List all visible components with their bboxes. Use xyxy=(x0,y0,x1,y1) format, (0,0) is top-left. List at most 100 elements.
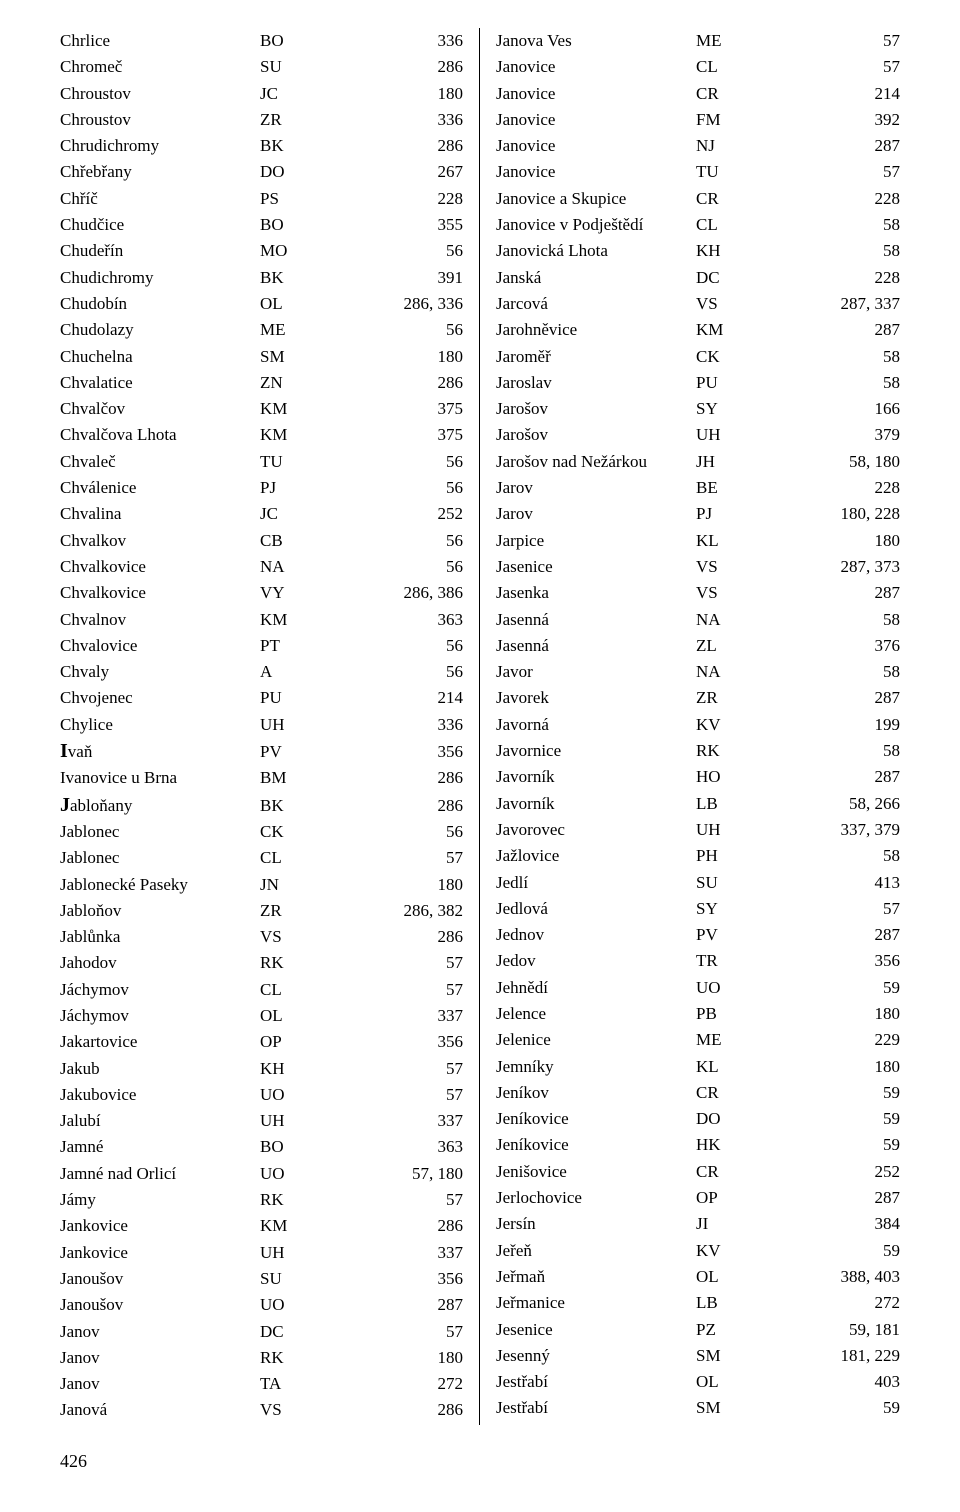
entry-name: Chvalkovice xyxy=(60,554,260,580)
entry-pages: 337 xyxy=(320,1108,463,1134)
entry-name: Jarošov xyxy=(496,422,696,448)
entry-pages: 287 xyxy=(756,580,900,606)
entry-name: Chrudichromy xyxy=(60,133,260,159)
entry-code: UO xyxy=(260,1292,320,1318)
index-entry: JanoviceCL57 xyxy=(496,54,900,80)
index-entry: JemníkyKL180 xyxy=(496,1054,900,1080)
entry-name: Jarošov nad Nežárkou xyxy=(496,449,696,475)
index-entry: ChudolazyME56 xyxy=(60,317,463,343)
entry-code: UH xyxy=(260,712,320,738)
entry-name: Javorník xyxy=(496,764,696,790)
entry-code: KM xyxy=(260,396,320,422)
entry-name: Jeřmanice xyxy=(496,1290,696,1316)
entry-name: Jahodov xyxy=(60,950,260,976)
entry-name: Janovice xyxy=(496,159,696,185)
index-entry: JarohněviceKM287 xyxy=(496,317,900,343)
entry-code: ZR xyxy=(696,685,756,711)
index-entry: ChřebřanyDO267 xyxy=(60,159,463,185)
entry-code: PJ xyxy=(696,501,756,527)
entry-pages: 59 xyxy=(756,1106,900,1132)
index-entry: ChromečSU286 xyxy=(60,54,463,80)
entry-code: CL xyxy=(696,54,756,80)
entry-code: JC xyxy=(260,501,320,527)
entry-pages: 287 xyxy=(756,1185,900,1211)
entry-code: ZR xyxy=(260,107,320,133)
entry-code: PT xyxy=(260,633,320,659)
entry-name: Jedov xyxy=(496,948,696,974)
entry-code: CR xyxy=(696,186,756,212)
entry-name: Javorník xyxy=(496,791,696,817)
entry-pages: 56 xyxy=(320,475,463,501)
entry-name: Jalubí xyxy=(60,1108,260,1134)
entry-pages: 336 xyxy=(320,28,463,54)
dropcap: J xyxy=(60,794,70,816)
index-entry: ChudeřínMO56 xyxy=(60,238,463,264)
entry-code: BO xyxy=(260,1134,320,1160)
entry-pages: 252 xyxy=(756,1159,900,1185)
entry-name: Jedlová xyxy=(496,896,696,922)
entry-name: Chvaleč xyxy=(60,449,260,475)
entry-name: Javornice xyxy=(496,738,696,764)
entry-name: Chvalčov xyxy=(60,396,260,422)
entry-pages: 56 xyxy=(320,238,463,264)
entry-name: Javorek xyxy=(496,685,696,711)
entry-code: PB xyxy=(696,1001,756,1027)
entry-pages: 336 xyxy=(320,107,463,133)
index-entry: ChudichromyBK391 xyxy=(60,265,463,291)
entry-code: HO xyxy=(696,764,756,790)
entry-pages: 272 xyxy=(756,1290,900,1316)
entry-code: SU xyxy=(696,870,756,896)
entry-pages: 267 xyxy=(320,159,463,185)
index-entry: JanoviceFM392 xyxy=(496,107,900,133)
entry-pages: 286 xyxy=(320,924,463,950)
entry-pages: 56 xyxy=(320,633,463,659)
entry-code: CL xyxy=(260,845,320,871)
entry-pages: 356 xyxy=(756,948,900,974)
entry-name: Jasenice xyxy=(496,554,696,580)
index-entry: JamnéBO363 xyxy=(60,1134,463,1160)
entry-code: DC xyxy=(260,1319,320,1345)
entry-code: VS xyxy=(260,1397,320,1423)
entry-pages: 59, 181 xyxy=(756,1317,900,1343)
entry-code: KL xyxy=(696,528,756,554)
entry-pages: 391 xyxy=(320,265,463,291)
entry-pages: 355 xyxy=(320,212,463,238)
entry-pages: 337, 379 xyxy=(756,817,900,843)
index-entry: ChvalaticeZN286 xyxy=(60,370,463,396)
entry-pages: 375 xyxy=(320,422,463,448)
entry-pages: 287 xyxy=(756,922,900,948)
entry-code: BO xyxy=(260,212,320,238)
index-entry: JakubKH57 xyxy=(60,1056,463,1082)
index-entry: JarovBE228 xyxy=(496,475,900,501)
entry-pages: 56 xyxy=(320,819,463,845)
entry-code: OL xyxy=(260,291,320,317)
index-entry: JanoušovSU356 xyxy=(60,1266,463,1292)
entry-code: DO xyxy=(696,1106,756,1132)
entry-pages: 57 xyxy=(320,845,463,871)
entry-name: Jámy xyxy=(60,1187,260,1213)
index-entry: JelencePB180 xyxy=(496,1001,900,1027)
entry-pages: 356 xyxy=(320,1029,463,1055)
index-entry: JavorníkLB58, 266 xyxy=(496,791,900,817)
entry-name: Chvojenec xyxy=(60,685,260,711)
left-column: ChrliceBO336ChromečSU286ChroustovJC180Ch… xyxy=(60,28,480,1425)
index-entry: JenišoviceCR252 xyxy=(496,1159,900,1185)
entry-name: Chudobín xyxy=(60,291,260,317)
entry-code: BO xyxy=(260,28,320,54)
entry-code: RK xyxy=(260,1345,320,1371)
right-column: Janova VesME57JanoviceCL57JanoviceCR214J… xyxy=(480,28,900,1425)
entry-name: Jarov xyxy=(496,475,696,501)
entry-pages: 58 xyxy=(756,212,900,238)
entry-pages: 59 xyxy=(756,1238,900,1264)
index-entry: Chvalčova LhotaKM375 xyxy=(60,422,463,448)
entry-code: UH xyxy=(696,422,756,448)
entry-code: BE xyxy=(696,475,756,501)
entry-name: Jerlochovice xyxy=(496,1185,696,1211)
entry-name: Jednov xyxy=(496,922,696,948)
index-entry: JakuboviceUO57 xyxy=(60,1082,463,1108)
entry-name: Jestřabí xyxy=(496,1395,696,1421)
entry-code: SY xyxy=(696,396,756,422)
entry-code: ME xyxy=(260,317,320,343)
entry-name: Chvalčova Lhota xyxy=(60,422,260,448)
entry-code: OP xyxy=(260,1029,320,1055)
